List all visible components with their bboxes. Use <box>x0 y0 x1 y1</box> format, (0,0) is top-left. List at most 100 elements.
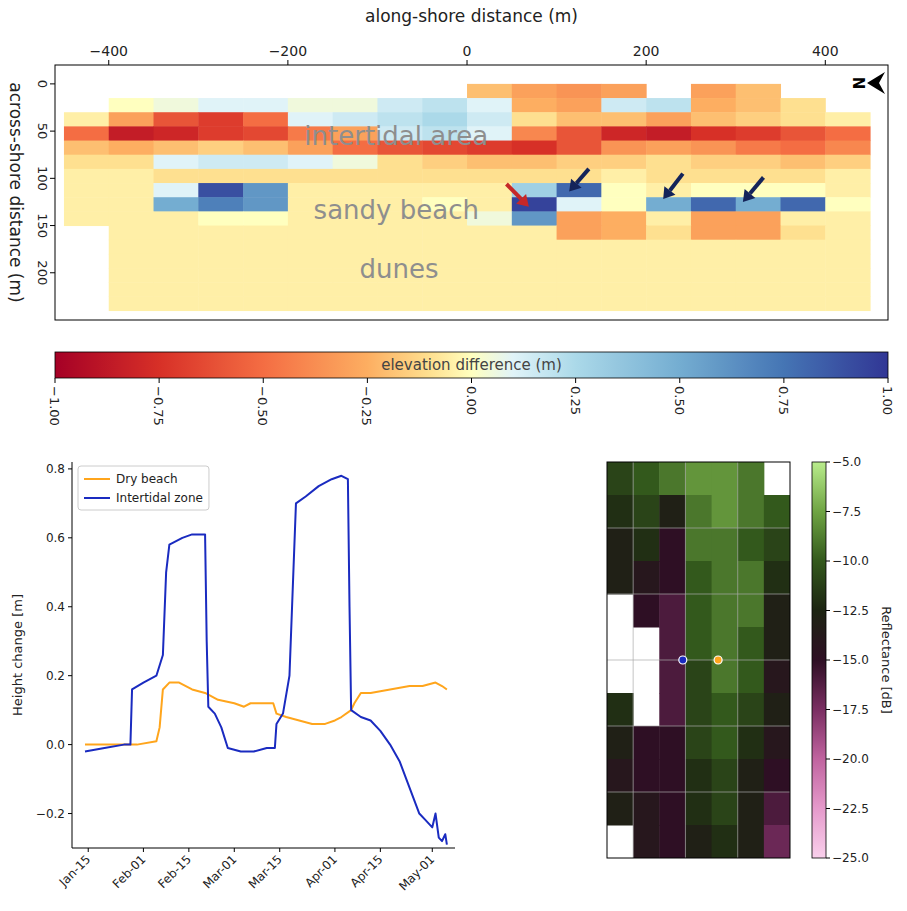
y-tick-label: 0.2 <box>46 669 65 683</box>
cell <box>712 660 739 694</box>
cell <box>601 197 646 212</box>
y-axis-title: across-shore distance (m) <box>6 82 26 302</box>
cell <box>685 561 712 595</box>
cell <box>512 268 557 283</box>
x-tick-label: Jan-15 <box>56 852 94 890</box>
cell <box>601 226 646 241</box>
cell <box>781 169 826 184</box>
legend-label: Dry beach <box>116 472 178 486</box>
cell <box>659 528 686 562</box>
cell <box>557 254 602 269</box>
cell <box>198 183 243 198</box>
colorbar-tick-label: −15.0 <box>832 653 869 667</box>
cell <box>243 282 288 297</box>
cell <box>601 296 646 311</box>
cell <box>467 169 512 184</box>
arrow-head <box>663 186 675 199</box>
colorbar-tick-label: −7.5 <box>832 505 861 519</box>
zone-label: sandy beach <box>314 195 479 225</box>
cell <box>646 169 691 184</box>
cell <box>685 495 712 529</box>
cell <box>601 98 646 113</box>
cell <box>685 528 712 562</box>
colorbar <box>812 462 826 858</box>
colorbar-tick-label: −17.5 <box>832 703 869 717</box>
cell <box>781 282 826 297</box>
cell <box>288 98 333 113</box>
cell <box>109 155 154 170</box>
cell <box>109 296 154 311</box>
cell <box>736 268 781 283</box>
cell <box>659 660 686 694</box>
cell <box>154 282 199 297</box>
cell <box>736 282 781 297</box>
cell <box>736 296 781 311</box>
cell <box>557 98 602 113</box>
cell <box>685 792 712 826</box>
colorbar-tick <box>159 378 160 383</box>
cell <box>736 240 781 255</box>
cell <box>691 169 736 184</box>
colorbar-tick <box>367 378 368 383</box>
x-tick <box>234 848 235 852</box>
y-tick <box>68 468 72 469</box>
cell <box>781 211 826 226</box>
grid-line <box>607 792 790 793</box>
cell <box>738 792 765 826</box>
cell <box>764 594 790 628</box>
cell <box>243 240 288 255</box>
cell <box>781 155 826 170</box>
cell <box>109 268 154 283</box>
colorbar-tick <box>826 808 830 809</box>
cell <box>712 462 739 496</box>
cell <box>243 296 288 311</box>
cell <box>557 211 602 226</box>
cell <box>243 226 288 241</box>
cell <box>825 183 870 198</box>
cell <box>633 495 660 529</box>
north-label: N <box>849 77 867 90</box>
cell <box>601 240 646 255</box>
cell <box>288 226 333 241</box>
cell <box>198 197 243 212</box>
cell <box>607 528 634 562</box>
cell <box>601 126 646 141</box>
cell <box>198 254 243 269</box>
cell <box>512 155 557 170</box>
cell <box>685 594 712 628</box>
cell <box>512 226 557 241</box>
cell <box>825 211 870 226</box>
grid-line <box>607 594 790 595</box>
cell <box>685 759 712 793</box>
cell <box>557 282 602 297</box>
cell <box>243 211 288 226</box>
cell <box>377 155 422 170</box>
x-tick <box>432 848 433 852</box>
cell <box>64 197 109 212</box>
cell <box>607 462 634 496</box>
cell <box>633 759 660 793</box>
cell <box>738 528 765 562</box>
lines <box>85 476 447 845</box>
cell <box>154 240 199 255</box>
y-tick <box>68 744 72 745</box>
cell <box>601 112 646 127</box>
colorbar <box>55 352 888 378</box>
grid-line <box>607 660 790 661</box>
colorbar-tick-label: −5.0 <box>832 455 861 469</box>
cell <box>825 282 870 297</box>
cell <box>467 296 512 311</box>
cell <box>633 462 660 496</box>
cell <box>154 112 199 127</box>
cell <box>109 226 154 241</box>
colorbar-tick-label: 0.25 <box>568 386 583 415</box>
cell <box>377 226 422 241</box>
x-tick <box>143 848 144 852</box>
cell <box>691 240 736 255</box>
x-tick <box>188 848 189 852</box>
map-frame <box>607 462 790 858</box>
cell <box>738 825 765 858</box>
cell <box>198 98 243 113</box>
cell <box>109 197 154 212</box>
cell <box>601 211 646 226</box>
